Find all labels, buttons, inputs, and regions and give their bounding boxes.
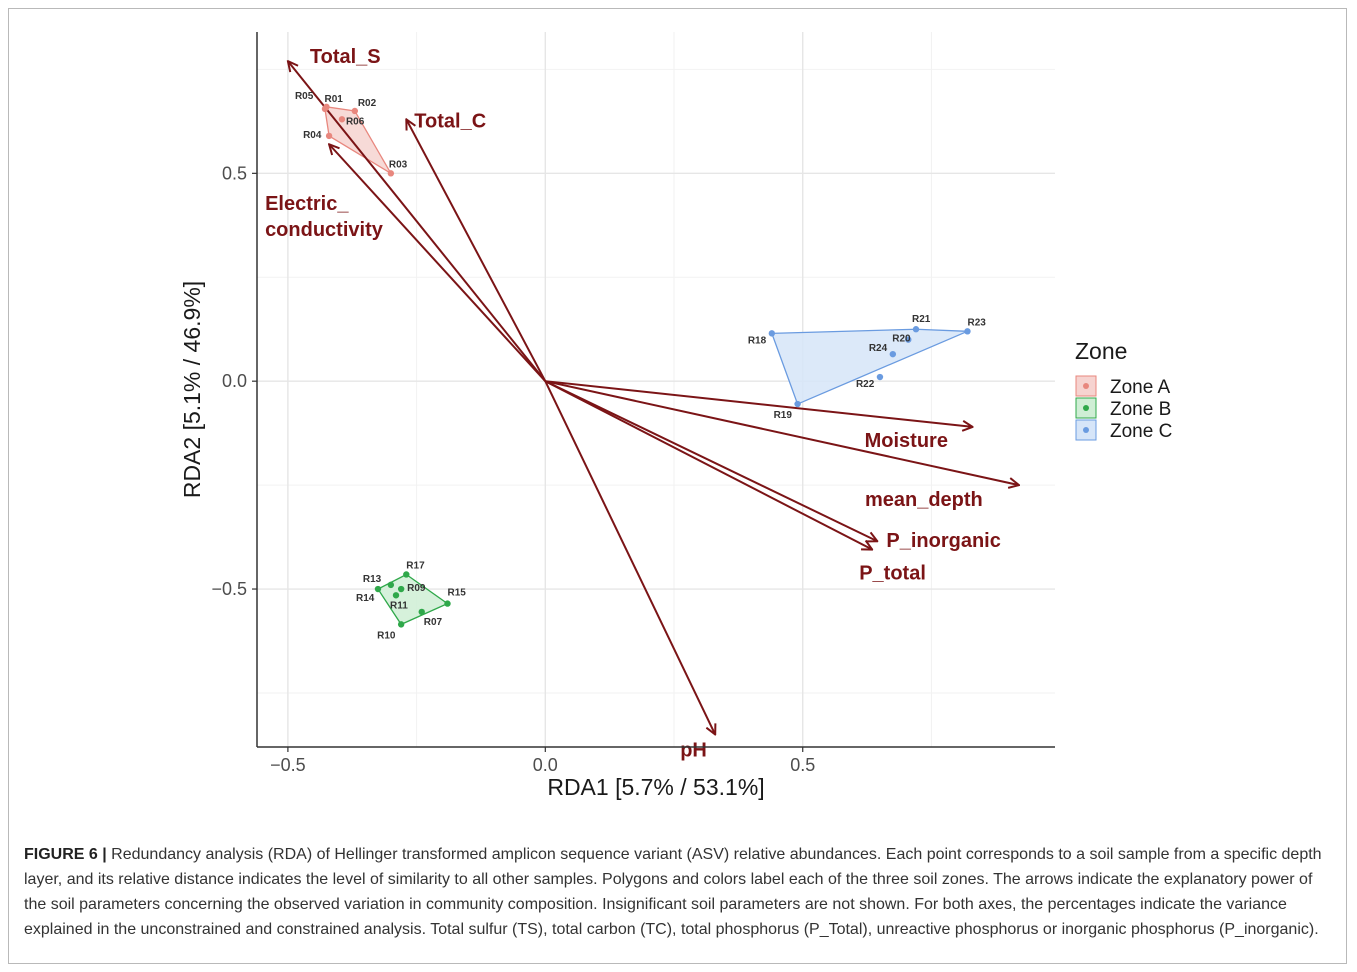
arrow-label-line: P_total (859, 563, 926, 585)
point-r18 (768, 330, 776, 337)
arrow-label-total-c: Total_C (414, 110, 486, 132)
point-label-r06: R06 (346, 116, 365, 127)
point-r04 (325, 132, 333, 140)
caption-text: Redundancy analysis (RDA) of Hellinger t… (24, 846, 1322, 938)
point-r23 (964, 328, 971, 335)
point-label-r14: R14 (356, 593, 375, 604)
x-tick-label: 0.5 (790, 755, 815, 775)
point-label-r21: R21 (912, 314, 931, 325)
legend-label-zone-c: Zone C (1110, 421, 1172, 442)
point-label-r09: R09 (407, 583, 426, 594)
arrow-label-moisture: Moisture (865, 430, 948, 452)
rda-biplot: Total_S Total_C Electric_ conductivity Moist… (179, 32, 1172, 800)
legend-dot-zone-c (1083, 427, 1089, 433)
arrow-label-line: Electric_ (265, 193, 349, 215)
arrow-electric-conductivity (329, 144, 547, 382)
arrow-label-line: Total_S (310, 46, 381, 68)
point-r22 (876, 373, 884, 381)
arrow-label-p-total: P_total (859, 563, 926, 585)
point-r10 (397, 621, 405, 628)
x-tick-label: −0.5 (270, 755, 306, 775)
caption-label: FIGURE 6 | (24, 846, 107, 863)
arrow-ph (544, 380, 715, 734)
arrow-label-mean-depth: mean_depth (865, 489, 983, 511)
point-label-r05: R05 (295, 91, 314, 102)
arrow-moisture (545, 380, 972, 427)
legend-label-zone-a: Zone A (1110, 377, 1171, 398)
legend-dot-zone-b (1083, 405, 1089, 411)
arrow-label-total-s: Total_S (310, 46, 381, 68)
point-r11 (392, 592, 400, 599)
arrow-label-line: P_inorganic (886, 530, 1000, 552)
point-label-r07: R07 (424, 617, 443, 628)
arrow-label-line: conductivity (265, 219, 384, 241)
point-r19 (794, 400, 801, 408)
point-label-r20: R20 (892, 334, 911, 345)
point-label-r13: R13 (363, 574, 382, 585)
x-axis-title: RDA1 [5.7% / 53.1%] (547, 774, 764, 800)
point-label-r10: R10 (377, 630, 396, 641)
point-r13 (387, 581, 395, 589)
point-label-r17: R17 (406, 560, 425, 571)
arrow-total-c (406, 119, 547, 382)
arrow-label-line: mean_depth (865, 489, 983, 511)
point-r06 (338, 116, 346, 123)
point-label-r19: R19 (774, 410, 793, 421)
legend-label-zone-b: Zone B (1110, 399, 1171, 420)
point-r05 (321, 105, 329, 113)
zone-hull-zone-c (770, 328, 968, 405)
x-tick-label: 0.0 (533, 755, 558, 775)
biplot-arrows: Total_S Total_C Electric_ conductivity Moist… (265, 46, 1019, 762)
point-r21 (912, 326, 920, 333)
sample-points: R01 R02 R05 R06 R04 R03 R17 R13 R09 R11 R14 R15 R07 R… (295, 91, 986, 641)
y-tick-label: −0.5 (211, 579, 247, 599)
legend-title: Zone (1075, 338, 1127, 364)
figure-caption: FIGURE 6 | Redundancy analysis (RDA) of … (24, 842, 1324, 942)
point-r07 (418, 608, 425, 616)
point-label-r22: R22 (856, 379, 875, 390)
arrow-p-total (544, 380, 872, 549)
legend-dot-zone-a (1083, 383, 1089, 389)
point-label-r02: R02 (358, 98, 377, 109)
arrow-label-line: Total_C (414, 110, 486, 132)
arrow-p-inorganic (544, 380, 877, 541)
point-label-r24: R24 (869, 343, 888, 354)
point-label-r11: R11 (390, 600, 408, 611)
point-label-r18: R18 (748, 335, 767, 346)
point-r17 (403, 571, 410, 578)
point-r02 (351, 107, 359, 115)
point-label-r04: R04 (303, 130, 322, 141)
point-label-r23: R23 (967, 317, 986, 328)
point-r09 (397, 585, 405, 593)
axes: −0.5 0.0 0.5 −0.5 0.0 0.5 RDA1 [5.7% / 53.1%] R… (179, 32, 1055, 800)
arrow-label-ph: pH (680, 740, 707, 762)
y-axis-title: RDA2 [5.1% / 46.9%] (179, 281, 205, 498)
y-tick-label: 0.5 (222, 163, 247, 183)
y-tick-label: 0.0 (222, 371, 247, 391)
zone-hulls (324, 106, 968, 626)
point-label-r03: R03 (389, 159, 408, 170)
point-label-r15: R15 (447, 588, 466, 599)
point-label-r01: R01 (325, 94, 344, 105)
point-r03 (387, 170, 395, 177)
arrow-label-electric-conductivity: Electric_ conductivity (265, 193, 384, 241)
point-r24 (889, 350, 897, 358)
arrow-mean-depth (545, 380, 1019, 485)
point-r20 (905, 336, 912, 343)
arrow-label-p-inorganic: P_inorganic (886, 530, 1000, 552)
arrow-label-line: pH (680, 740, 707, 762)
arrow-total-s (288, 61, 547, 382)
point-r15 (444, 600, 451, 607)
figure-frame (8, 8, 1347, 964)
point-r14 (374, 585, 382, 593)
arrow-label-line: Moisture (865, 430, 948, 452)
